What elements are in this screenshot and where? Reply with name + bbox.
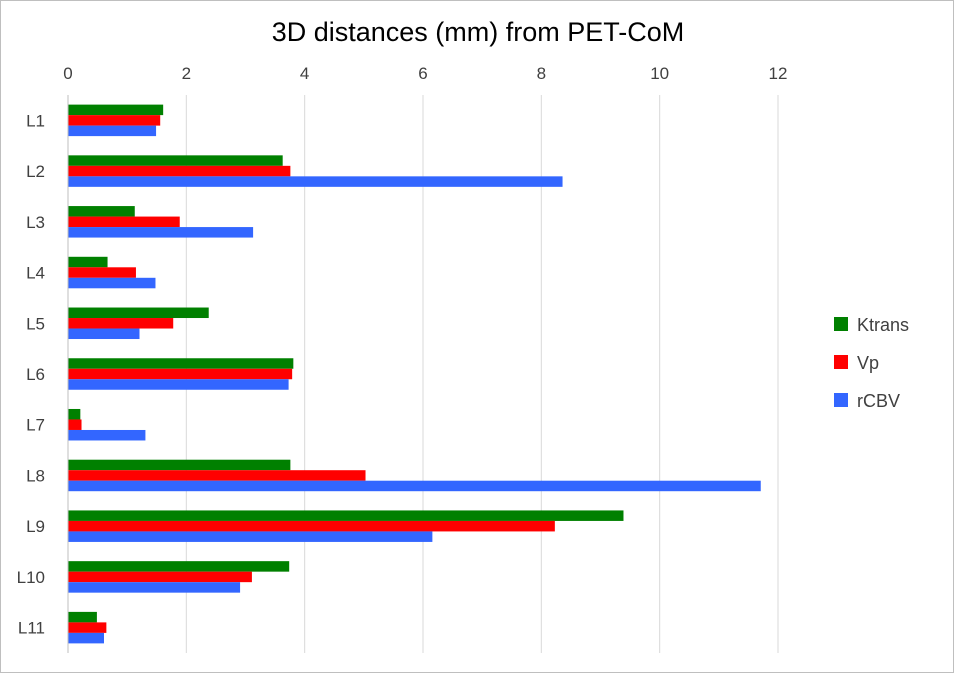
y-tick-label-l6: L6 [26,365,45,384]
bar-vp-l2 [68,165,291,177]
bar-rcbv-l3 [68,227,254,238]
bar-vp-l6 [68,368,293,380]
bar-vp-l9 [68,520,555,532]
y-tick-label-l10: L10 [17,568,45,587]
x-tick-label-6: 6 [418,64,427,83]
bar-ktrans-l1 [68,104,164,116]
bar-ktrans-l8 [68,459,291,471]
bar-vp-l10 [68,571,252,583]
legend-swatch-rcbv [834,393,848,407]
bar-rcbv-l6 [68,379,289,390]
x-tick-label-10: 10 [650,64,669,83]
legend-label-ktrans: Ktrans [857,315,909,335]
bar-ktrans-l9 [68,510,624,521]
bar-rcbv-l11 [68,632,104,644]
legend-label-rcbv: rCBV [857,391,900,411]
bar-ktrans-l4 [68,256,108,268]
x-tick-label-8: 8 [537,64,546,83]
y-tick-label-l2: L2 [26,162,45,181]
y-tick-label-l7: L7 [26,416,45,435]
legend: Ktrans Vp rCBV [834,315,909,411]
bar-rcbv-l8 [68,480,761,492]
x-tick-label-4: 4 [300,64,309,83]
bars [68,104,761,644]
bar-ktrans-l6 [68,358,294,369]
bar-ktrans-l2 [68,155,283,166]
bar-rcbv-l5 [68,328,140,340]
bar-rcbv-l7 [68,429,146,441]
y-tick-label-l5: L5 [26,314,45,333]
bar-rcbv-l10 [68,582,241,593]
bar-ktrans-l7 [68,408,81,420]
gridlines [185,95,779,653]
bar-vp-l8 [68,470,366,481]
chart-title: 3D distances (mm) from PET-CoM [272,17,685,47]
legend-swatch-ktrans [834,317,848,331]
y-tick-label-l8: L8 [26,466,45,485]
legend-swatch-vp [834,355,848,369]
x-tick-label-0: 0 [63,64,72,83]
bar-vp-l4 [68,267,136,278]
bar-ktrans-l5 [68,307,209,319]
bar-vp-l3 [68,216,180,228]
bar-rcbv-l9 [68,531,433,542]
y-tick-label-l3: L3 [26,213,45,232]
bar-vp-l7 [68,419,82,430]
bar-vp-l5 [68,318,174,329]
y-tick-label-l4: L4 [26,264,45,283]
bar-ktrans-l3 [68,206,135,217]
legend-label-vp: Vp [857,353,879,373]
bar-ktrans-l10 [68,561,290,572]
bar-rcbv-l4 [68,277,156,289]
y-tick-label-l9: L9 [26,517,45,536]
bar-rcbv-l2 [68,176,563,187]
bar-ktrans-l11 [68,611,97,623]
axes: 0 2 4 6 8 10 12 L1 L2 L3 L4 L5 L6 L7 L8 L9 L10 L11 [17,64,788,653]
y-tick-label-l11: L11 [18,619,45,638]
x-tick-label-12: 12 [769,64,788,83]
y-tick-label-l1: L1 [26,111,45,130]
bar-vp-l11 [68,622,107,633]
bar-rcbv-l1 [68,125,157,137]
x-tick-label-2: 2 [182,64,191,83]
bar-vp-l1 [68,115,161,126]
